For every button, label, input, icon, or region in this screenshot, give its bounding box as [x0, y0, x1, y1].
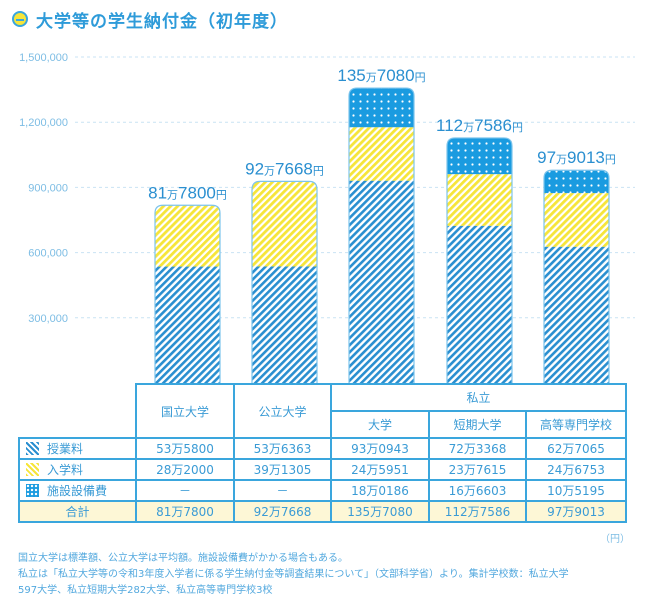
tuition-swatch-icon	[26, 442, 39, 455]
col-group-header-private: 私立	[330, 383, 627, 412]
table-cell: 39万1305	[233, 458, 332, 481]
table-cell: 23万7615	[428, 458, 527, 481]
bars	[154, 87, 610, 383]
bar-1	[251, 180, 318, 383]
bar-total-label: 112万7586円	[436, 116, 523, 135]
bar-segment-tuition	[349, 180, 414, 383]
bar-segment-facility-fee	[349, 88, 414, 128]
table-cell: －	[135, 479, 235, 502]
col-header-national: 国立大学	[135, 383, 235, 439]
bar-segment-entry-fee	[252, 181, 317, 267]
table-cell: 112万7586	[428, 500, 527, 523]
table-cell: 53万6363	[233, 437, 332, 460]
table-cell: 28万2000	[135, 458, 235, 481]
stacked-bar-chart: 300,000600,000900,0001,200,0001,500,000 …	[19, 52, 635, 383]
y-axis-ticks: 300,000 600,000 900,000 1,200,000 1,500,000	[19, 52, 68, 325]
col-header-private-university: 大学	[330, 410, 430, 439]
col-header-public: 公立大学	[233, 383, 332, 439]
col-header-private-junior-college: 短期大学	[428, 410, 527, 439]
table-cell: 92万7668	[233, 500, 332, 523]
y-tick-label: 600,000	[28, 248, 68, 260]
bar-segment-entry-fee	[155, 205, 220, 267]
table-cell: 24万5951	[330, 458, 430, 481]
table-row-entry-fee: 入学料 28万2000 39万1305 24万5951 23万7615 24万6…	[18, 458, 627, 481]
bar-segment-entry-fee	[349, 127, 414, 181]
y-tick-label: 300,000	[28, 313, 68, 325]
bar-outline	[348, 87, 415, 383]
table-cell: 16万6603	[428, 479, 527, 502]
y-tick-label: 1,500,000	[19, 52, 68, 64]
bar-segment-entry-fee	[544, 193, 609, 247]
row-label-facility-fee: 施設設備費	[18, 479, 137, 502]
table-cell: 72万3368	[428, 437, 527, 460]
y-tick-label: 1,200,000	[19, 117, 68, 129]
y-tick-label: 900,000	[28, 182, 68, 194]
bar-0	[154, 204, 221, 383]
row-label-total: 合計	[18, 500, 137, 523]
table-cell: 81万7800	[135, 500, 235, 523]
table-corner	[19, 384, 136, 439]
row-label-entry-fee: 入学料	[18, 458, 137, 481]
entry-fee-swatch-icon	[26, 463, 39, 476]
total-labels: 81万7800円 92万7668円 135万7080円 112万7586円 97万901…	[148, 66, 616, 202]
table-cell: 53万5800	[135, 437, 235, 460]
row-label-tuition: 授業料	[18, 437, 137, 460]
col-header-private-technical-college: 高等専門学校	[525, 410, 627, 439]
bar-segment-facility-fee	[544, 170, 609, 194]
bar-outline	[251, 180, 318, 383]
table-cell: －	[233, 479, 332, 502]
table-cell: 93万0943	[330, 437, 430, 460]
bar-total-label: 81万7800円	[148, 183, 227, 202]
table-cell: 135万7080	[330, 500, 430, 523]
footnote: 私立は「私立大学等の令和3年度入学者に係る学生納付金等調査結果について」（文部科…	[18, 569, 569, 580]
table-cell: 10万5195	[525, 479, 627, 502]
title-text: 大学等の学生納付金（初年度）	[36, 11, 288, 32]
bar-outline	[154, 204, 221, 383]
table-row-tuition: 授業料 53万5800 53万6363 93万0943 72万3368 62万7…	[18, 437, 627, 460]
unit-label: （円）	[600, 534, 630, 545]
bar-3	[446, 137, 513, 383]
bar-segment-tuition	[252, 266, 317, 383]
bar-outline	[446, 137, 513, 383]
bar-segment-tuition	[447, 225, 512, 383]
table-cell: 18万0186	[330, 479, 430, 502]
chart-title: 大学等の学生納付金（初年度）	[12, 4, 288, 34]
bar-total-label: 135万7080円	[337, 66, 425, 85]
table-row-facility-fee: 施設設備費 － － 18万0186 16万6603 10万5195	[18, 479, 627, 502]
bar-4	[543, 169, 610, 383]
table-cell: 97万9013	[525, 500, 627, 523]
bar-segment-tuition	[155, 266, 220, 383]
bar-segment-entry-fee	[447, 174, 512, 226]
footnotes: 国立大学は標準額、公立大学は平均額。施設設備費がかかる場合もある。 私立は「私立…	[18, 551, 569, 599]
data-table: 国立大学 公立大学 私立 大学 短期大学 高等専門学校 授業料 53万5800 …	[18, 383, 627, 523]
bar-2	[348, 87, 415, 383]
bar-total-label: 92万7668円	[245, 159, 324, 178]
footnote: 597大学、私立短期大学282大学、私立高等専門学校3校	[18, 585, 273, 596]
table-row-total: 合計 81万7800 92万7668 135万7080 112万7586 97万…	[18, 500, 627, 523]
footnote: 国立大学は標準額、公立大学は平均額。施設設備費がかかる場合もある。	[18, 553, 348, 564]
egg-logo-icon	[12, 11, 28, 27]
bar-segment-tuition	[544, 246, 609, 383]
facility-fee-swatch-icon	[26, 484, 39, 497]
bar-total-label: 97万9013円	[537, 148, 616, 167]
table-cell: 24万6753	[525, 458, 627, 481]
bar-segment-facility-fee	[447, 137, 512, 175]
bar-outline	[543, 169, 610, 383]
table-cell: 62万7065	[525, 437, 627, 460]
